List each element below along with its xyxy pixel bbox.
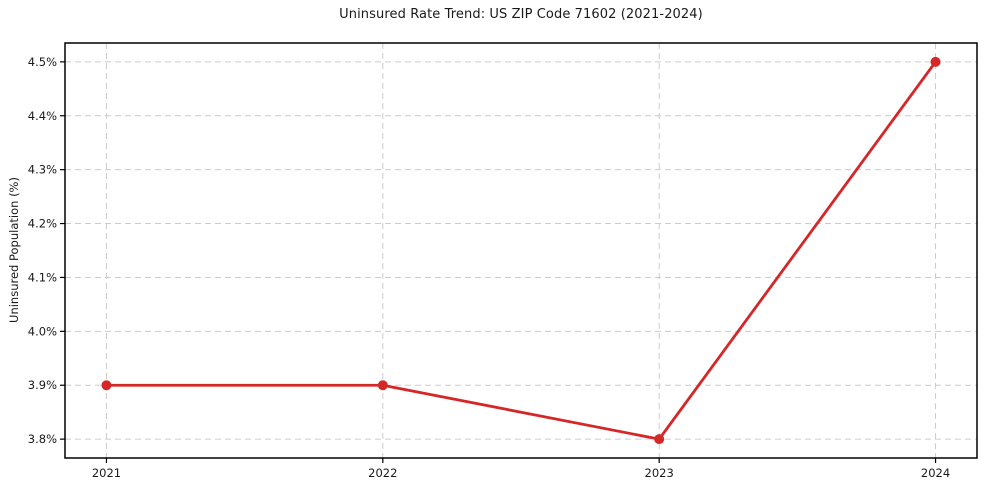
plot-border <box>64 42 978 459</box>
x-tick-label: 2022 <box>368 466 397 480</box>
x-tick-label: 2024 <box>921 466 950 480</box>
x-tick-label: 2021 <box>92 466 121 480</box>
x-tick-label: 2023 <box>645 466 674 480</box>
data-point-marker <box>654 434 665 445</box>
y-tick-label: 4.0% <box>28 324 57 338</box>
chart-title: Uninsured Rate Trend: US ZIP Code 71602 … <box>339 7 703 22</box>
y-tick-label: 4.5% <box>28 55 57 69</box>
data-point-marker <box>377 380 388 391</box>
y-tick-label: 3.8% <box>28 432 57 446</box>
y-tick-label: 4.2% <box>28 217 57 231</box>
y-tick-label: 4.1% <box>28 270 57 284</box>
y-tick-label: 4.4% <box>28 109 57 123</box>
y-tick-label: 3.9% <box>28 378 57 392</box>
y-tick-label: 4.3% <box>28 163 57 177</box>
data-point-marker <box>101 380 112 391</box>
data-point-marker <box>930 56 941 67</box>
trend-line <box>105 60 937 441</box>
